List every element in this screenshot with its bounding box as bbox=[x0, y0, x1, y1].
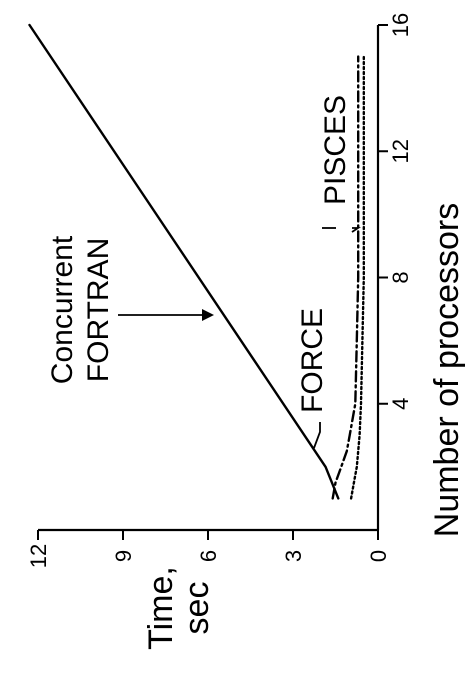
x-tick-label: 8 bbox=[388, 271, 413, 283]
force-pointer bbox=[313, 422, 321, 449]
y-tick-label: 9 bbox=[111, 550, 136, 562]
x-axis-title: Number of processors bbox=[428, 203, 466, 537]
y-axis-title-line2: sec bbox=[178, 582, 216, 635]
label-force: FORCE bbox=[296, 308, 329, 413]
y-tick-label: 6 bbox=[196, 550, 221, 562]
plot-area: 4 8 12 16 0 3 6 9 12 bbox=[26, 13, 413, 568]
label-concurrent-line1: Concurrent bbox=[46, 235, 79, 384]
y-tick-label: 12 bbox=[26, 544, 51, 568]
label-concurrent-line2: FORTRAN bbox=[82, 238, 115, 382]
y-tick-label: 0 bbox=[366, 550, 391, 562]
x-tick-label: 4 bbox=[388, 398, 413, 410]
annotation-pointers bbox=[118, 227, 361, 449]
x-tick-label: 12 bbox=[388, 139, 413, 163]
pisces-pointer-tail bbox=[351, 227, 361, 233]
series-line-force bbox=[331, 55, 360, 500]
x-tick-label: 16 bbox=[388, 13, 413, 37]
series-line-pisces bbox=[349, 55, 365, 500]
concurrent-arrowhead bbox=[202, 309, 214, 321]
y-tick-label: 3 bbox=[281, 550, 306, 562]
y-axis-title-line1: Time, bbox=[142, 566, 180, 650]
label-pisces: PISCES bbox=[319, 95, 352, 205]
